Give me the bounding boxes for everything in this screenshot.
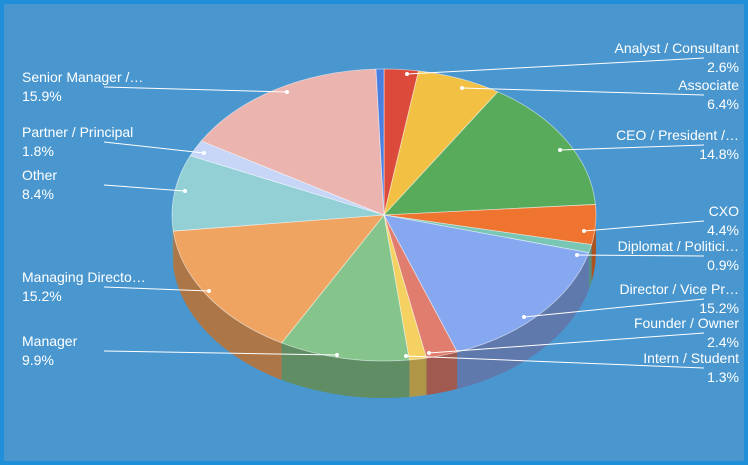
- leader-line-analyst-consultant: [406, 57, 705, 75]
- slice-label-managing-directo: Managing Directo…: [22, 269, 146, 285]
- leader-dot-other: [183, 189, 187, 193]
- pie-slice-slice[interactable]: [375, 68, 385, 216]
- chart-panel: Analyst / Consultant 2.6% Associate 6.4% CEO…: [4, 4, 744, 461]
- slice-label-cxo: CXO: [709, 203, 739, 219]
- slice-label-senior-manager: Senior Manager /…: [22, 69, 143, 85]
- slice-label-other: Other: [22, 167, 57, 183]
- slice-percent-intern-student: 1.3%: [707, 369, 739, 385]
- slice-percent-director-vice-pr: 15.2%: [699, 300, 739, 316]
- leader-line-intern-student: [405, 355, 705, 369]
- pie-side-diplomat-politici: [588, 244, 592, 290]
- leader-line-founder-owner: [428, 332, 705, 354]
- slice-label-diplomat-politici: Diplomat / Politici…: [618, 238, 739, 254]
- slice-percent-other: 8.4%: [22, 186, 54, 202]
- slice-percent-analyst-consultant: 2.6%: [707, 59, 739, 75]
- slice-label-intern-student: Intern / Student: [643, 350, 739, 366]
- leader-dot-associate: [460, 86, 464, 90]
- pie-slice-manager[interactable]: [281, 214, 410, 362]
- pie-slice-director-vice-pr[interactable]: [383, 214, 590, 353]
- pie-side-other: [172, 215, 174, 269]
- pie-chart: Analyst / Consultant 2.6% Associate 6.4% CEO…: [22, 40, 739, 399]
- leader-dot-founder-owner: [427, 351, 431, 355]
- leader-dot-senior-manager: [285, 90, 289, 94]
- leader-line-managing-directo: [103, 286, 210, 292]
- leader-dot-managing-directo: [207, 289, 211, 293]
- slice-percent-managing-directo: 15.2%: [22, 288, 62, 304]
- slice-percent-cxo: 4.4%: [707, 222, 739, 238]
- pie-side-intern-student: [409, 358, 427, 397]
- slice-label-partner-principal: Partner / Principal: [22, 124, 133, 140]
- slice-label-analyst-consultant: Analyst / Consultant: [614, 40, 739, 56]
- slice-label-associate: Associate: [678, 77, 739, 93]
- pie-slice-ceo-president[interactable]: [383, 91, 596, 216]
- pie-side-director-vice-pr: [457, 252, 589, 390]
- slice-percent-partner-principal: 1.8%: [22, 143, 54, 159]
- slice-label-manager: Manager: [22, 333, 78, 349]
- leader-line-ceo-president: [559, 144, 705, 151]
- leader-dot-analyst-consultant: [405, 72, 409, 76]
- leader-line-associate: [461, 87, 705, 96]
- leader-line-diplomat-politici: [576, 254, 705, 257]
- slice-percent-associate: 6.4%: [707, 96, 739, 112]
- leader-dot-cxo: [582, 229, 586, 233]
- slice-percent-senior-manager: 15.9%: [22, 88, 62, 104]
- slice-percent-manager: 9.9%: [22, 352, 54, 368]
- leader-dot-manager: [335, 353, 339, 357]
- leader-line-other: [103, 184, 186, 192]
- pie-slice-managing-directo[interactable]: [172, 214, 385, 344]
- pie-slice-other[interactable]: [171, 155, 385, 232]
- leader-line-manager: [103, 350, 338, 356]
- leader-dot-partner-principal: [202, 151, 206, 155]
- leader-line-partner-principal: [103, 141, 205, 154]
- slice-percent-diplomat-politici: 0.9%: [707, 257, 739, 273]
- slice-percent-founder-owner: 2.4%: [707, 334, 739, 350]
- leader-dot-intern-student: [404, 354, 408, 358]
- pie-side-managing-directo: [173, 231, 282, 380]
- pie-side-manager: [281, 342, 410, 399]
- pie-side-founder-owner: [426, 352, 458, 396]
- leader-dot-diplomat-politici: [575, 253, 579, 257]
- leader-line-cxo: [583, 220, 705, 232]
- leader-line-senior-manager: [103, 86, 288, 93]
- slice-label-founder-owner: Founder / Owner: [634, 315, 739, 331]
- pie-slice-senior-manager[interactable]: [200, 68, 385, 216]
- slice-percent-ceo-president: 14.8%: [699, 146, 739, 162]
- leader-dot-director-vice-pr: [522, 315, 526, 319]
- slice-label-ceo-president: CEO / President /…: [616, 127, 739, 143]
- leader-dot-ceo-president: [558, 148, 562, 152]
- slice-label-director-vice-pr: Director / Vice Pr…: [619, 281, 739, 297]
- leader-line-director-vice-pr: [523, 298, 705, 318]
